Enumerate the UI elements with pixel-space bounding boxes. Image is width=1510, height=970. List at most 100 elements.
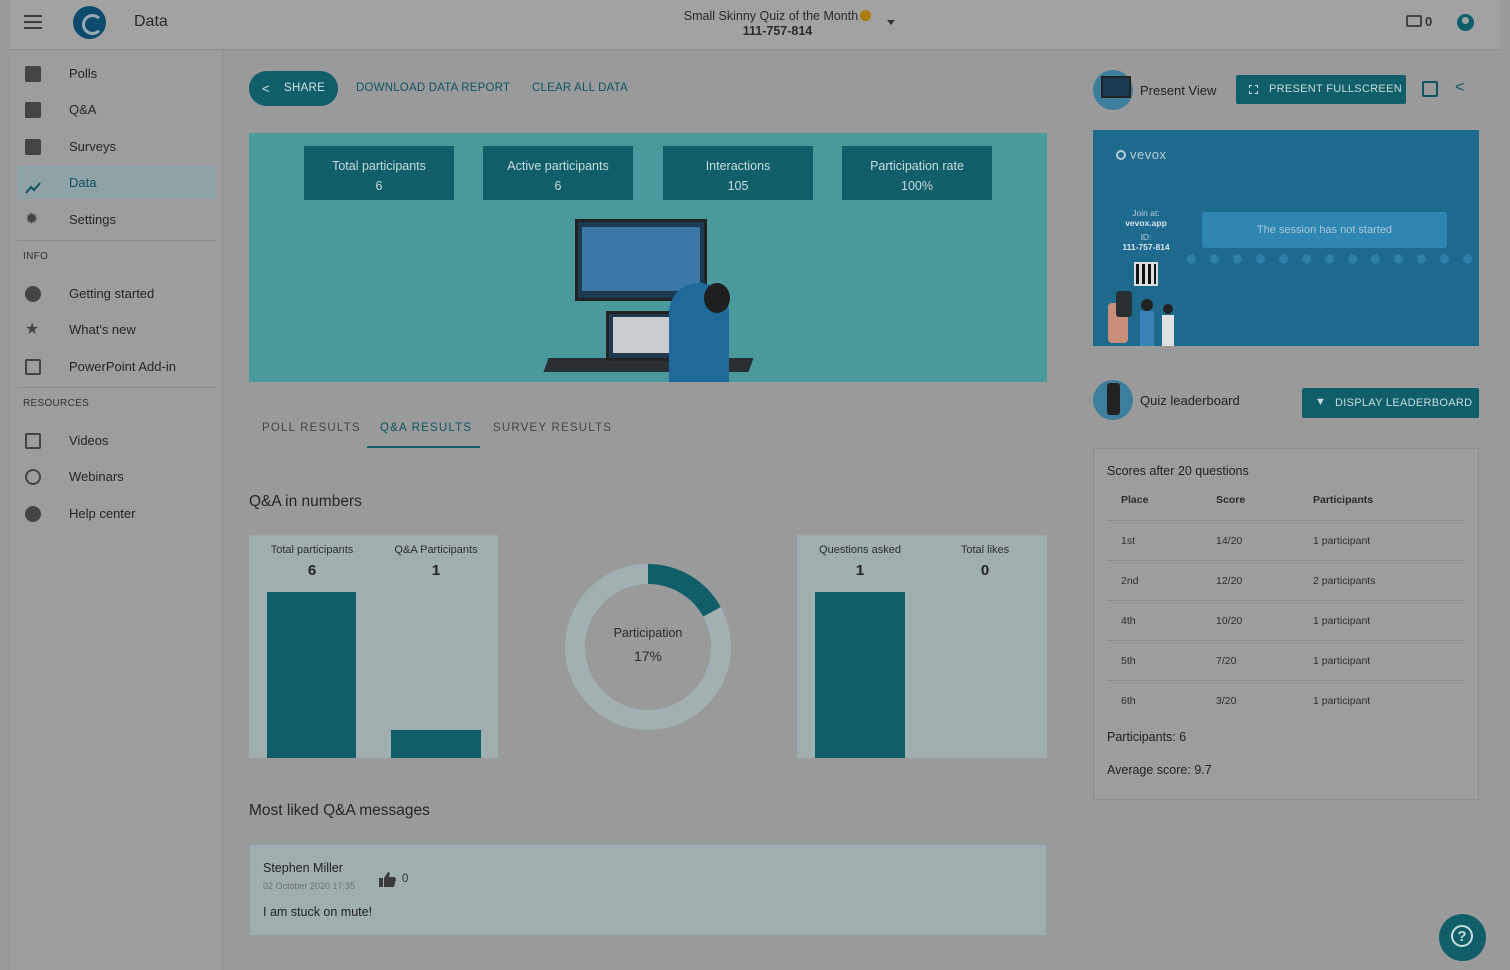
leaderboard-participants-summary: Participants: 6 [1107,730,1187,744]
row-participants: 1 participant [1313,655,1371,667]
stat-interactions: Interactions 105 [663,146,813,200]
tab-survey-results[interactable]: SURVEY RESULTS [493,422,613,434]
sidebar-item-settings[interactable]: ✹ Settings [17,203,216,236]
sidebar-item-label: Webinars [69,469,124,484]
session-name: Small Skinny Quiz of the Month [683,9,859,23]
stat-value: 6 [375,179,383,193]
qa-participants-bar [391,730,481,758]
display-leaderboard-button[interactable]: ▼ DISPLAY LEADERBOARD [1302,388,1479,418]
sidebar-item-label: Help center [69,506,136,521]
section-heading-resources: RESOURCES [23,398,90,409]
share-icon[interactable]: < [1455,79,1465,96]
participation-value: 17% [633,648,663,664]
id-label: ID: [1140,232,1152,242]
help-icon [25,506,41,522]
sidebar-item-powerpoint[interactable]: PowerPoint Add-in [17,350,216,383]
sidebar-item-webinars[interactable]: Webinars [17,460,216,493]
total-likes-value: 0 [980,562,990,579]
summary-hero: Total participants 6 Active participants 6… [249,133,1047,382]
row-participants: 1 participant [1313,615,1371,627]
sidebar-item-label: Settings [69,212,116,227]
questions-asked-bar [815,592,905,758]
open-external-icon[interactable] [1422,81,1438,97]
vevox-logo-icon [1116,150,1126,160]
display-leaderboard-label: DISPLAY LEADERBOARD [1335,397,1473,409]
medal-icon [860,10,872,21]
sidebar-item-label: Surveys [69,139,116,154]
participation-label: Participation [613,626,683,640]
row-place: 4th [1121,615,1136,627]
row-participants: 1 participant [1313,535,1371,547]
table-row: 1st 14/20 1 participant [1107,520,1464,560]
divider [17,387,216,388]
stat-label: Active participants [507,159,609,173]
star-icon: ★ [25,321,40,338]
sidebar-item-label: Q&A [69,102,97,117]
total-likes-label: Total likes [960,544,1010,556]
divider [17,240,216,241]
sidebar-item-label: Videos [69,433,109,448]
sidebar-item-getting-started[interactable]: Getting started [17,277,216,310]
clear-data-link[interactable]: CLEAR ALL DATA [532,82,628,94]
fullscreen-icon [1249,85,1258,94]
preview-brand: vevox [1116,147,1166,162]
sidebar-item-help-center[interactable]: Help center [17,497,216,530]
most-liked-heading: Most liked Q&A messages [249,802,430,819]
download-report-link[interactable]: DOWNLOAD DATA REPORT [356,82,511,94]
leaderboard-title: Scores after 20 questions [1107,464,1249,478]
qa-icon [25,102,41,118]
tab-qa-results[interactable]: Q&A RESULTS [380,422,473,434]
vevox-logo[interactable] [73,6,106,39]
sidebar-item-surveys[interactable]: Surveys [17,130,216,163]
sidebar-item-qa[interactable]: Q&A [17,93,216,126]
sidebar-item-polls[interactable]: Polls [17,57,216,90]
illustration-video-call [582,227,700,291]
stat-label: Total participants [332,159,426,173]
active-tab-indicator [367,446,480,448]
qa-numbers-heading: Q&A in numbers [249,493,362,510]
clock-icon [25,469,41,485]
session-selector[interactable]: Small Skinny Quiz of the Month 111-757-8… [640,9,915,39]
share-button[interactable]: < SHARE [249,71,338,106]
qa-message-card[interactable] [249,844,1047,936]
present-fullscreen-button[interactable]: PRESENT FULLSCREEN [1236,75,1406,104]
row-score: 12/20 [1216,575,1243,587]
sidebar-item-label: Data [69,175,97,190]
thumbs-up-icon[interactable] [379,872,396,887]
qa-participants-label: Q&A Participants [394,544,478,556]
help-chat-button[interactable] [1439,914,1486,961]
top-bar [10,0,1500,50]
polls-icon [25,66,41,82]
chevron-down-icon[interactable] [887,20,895,25]
sidebar: Polls Q&A Surveys Data ✹ Settings INFO Ge… [10,51,223,970]
stat-participation-rate: Participation rate 100% [842,146,992,200]
devices-counter[interactable]: 0 [1406,14,1432,29]
sidebar-item-data[interactable]: Data [17,166,216,199]
table-row: 2nd 12/20 2 participants [1107,560,1464,600]
total-participants-bar [267,592,356,758]
present-view-icon [1093,70,1133,110]
sidebar-item-label: Polls [69,66,98,81]
sidebar-item-videos[interactable]: Videos [17,424,216,457]
share-button-label: SHARE [284,82,326,94]
column-header-score: Score [1216,494,1246,506]
sidebar-item-whats-new[interactable]: ★ What's new [17,313,216,346]
message-author: Stephen Miller [263,861,343,875]
trophy-icon: ▼ [1315,396,1327,408]
stat-value: 6 [554,179,562,193]
page-title: Data [134,13,168,30]
stat-label: Interactions [705,159,771,173]
user-avatar-icon[interactable] [1457,14,1474,31]
sidebar-item-label: What's new [69,322,136,337]
tab-poll-results[interactable]: POLL RESULTS [262,422,361,434]
quiz-leaderboard-label: Quiz leaderboard [1140,393,1240,408]
stat-value: 100% [901,179,933,193]
stat-active-participants: Active participants 6 [483,146,633,200]
row-score: 10/20 [1216,615,1243,627]
qr-code [1134,262,1158,286]
leaderboard-card [1093,448,1479,800]
video-icon [25,433,41,449]
table-row: 4th 10/20 1 participant [1107,600,1464,640]
menu-icon[interactable] [24,15,42,29]
participation-donut [565,564,731,730]
